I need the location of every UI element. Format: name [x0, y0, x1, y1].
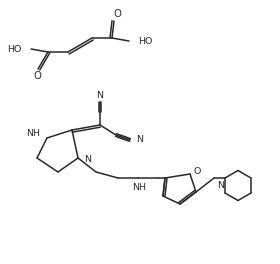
- Text: N: N: [84, 155, 91, 164]
- Text: O: O: [33, 71, 41, 81]
- Text: N: N: [97, 92, 104, 101]
- Text: O: O: [113, 9, 121, 19]
- Text: N: N: [136, 135, 143, 144]
- Text: N: N: [218, 181, 225, 190]
- Text: O: O: [193, 167, 201, 177]
- Text: HO: HO: [138, 36, 152, 45]
- Text: NH: NH: [26, 129, 40, 138]
- Text: HO: HO: [8, 45, 22, 54]
- Text: NH: NH: [132, 182, 146, 191]
